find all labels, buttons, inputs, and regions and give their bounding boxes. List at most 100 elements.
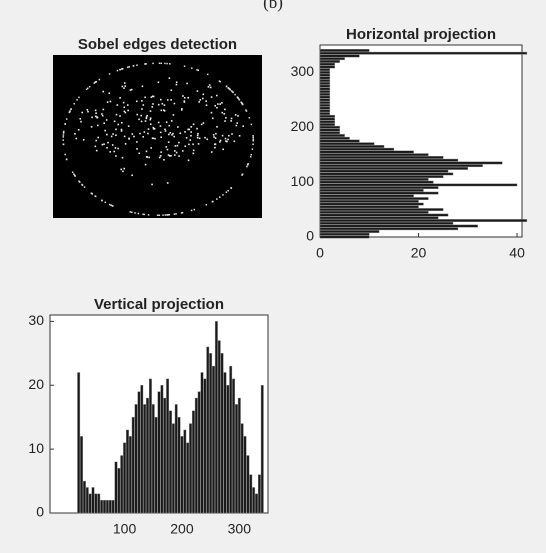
bar [247,456,249,513]
bar [132,417,134,513]
edge-pixel [115,147,117,149]
edge-pixel [216,126,218,128]
edge-pixel [125,143,127,145]
edge-pixel [175,145,177,147]
edge-pixel [138,213,140,215]
edge-pixel [246,166,248,168]
bar [207,347,209,513]
edge-pixel [150,123,152,125]
edge-pixel [197,137,199,139]
edge-pixel [95,196,97,198]
bar [320,181,433,183]
edge-pixel [123,102,125,104]
bar [178,417,180,513]
edge-pixel [150,117,152,119]
chart-title: Sobel edges detection [78,36,237,53]
edge-pixel [160,125,162,127]
edge-pixel [141,121,143,123]
edge-pixel [231,133,233,135]
edge-pixel [169,77,171,79]
edge-pixel [158,104,160,106]
edge-pixel [75,138,77,140]
edge-pixel [97,137,99,139]
bar [320,222,453,224]
edge-pixel [170,155,172,157]
edge-pixel [159,157,161,159]
edge-pixel [152,103,154,105]
edge-pixel [123,106,125,108]
bar [320,49,369,51]
bar [320,208,443,210]
edge-pixel [74,133,76,135]
bar [320,214,448,216]
edge-pixel [78,97,80,99]
edge-pixel [208,86,210,88]
edge-pixel [72,172,74,174]
edge-pixel [146,151,148,153]
edge-pixel [252,137,254,139]
bar [320,69,330,71]
edge-pixel [79,118,81,120]
bar [186,443,188,513]
edge-pixel [226,192,228,194]
edge-pixel [151,106,153,108]
edge-pixel [162,103,164,105]
bar [198,392,200,513]
edge-pixel [193,150,195,152]
figure: (b) Sobel edges detectionHorizontal proj… [0,0,546,553]
edge-pixel [227,139,229,141]
x-tick-label: 100 [113,521,137,537]
edge-pixel [74,175,76,177]
edge-pixel [210,87,212,89]
edge-pixel [184,100,186,102]
edge-pixel [81,112,83,114]
x-tick-label: 200 [170,521,194,537]
edge-pixel [86,109,88,111]
edge-pixel [124,136,126,138]
edge-pixel [152,63,154,64]
edge-pixel [214,105,216,107]
edge-pixel [127,67,129,69]
edge-pixel [138,119,140,121]
edge-pixel [214,147,216,149]
edge-pixel [91,126,93,128]
edge-pixel [117,148,119,150]
bar [320,178,428,180]
bar [184,430,186,513]
bar [320,154,428,156]
edge-pixel [63,131,65,133]
bar [164,398,166,513]
edge-pixel [115,129,117,131]
bar [106,500,108,513]
edge-pixel [91,117,93,119]
edge-pixel [81,184,83,186]
edge-pixel [178,142,180,144]
edge-pixel [146,118,148,120]
edge-pixel [215,133,217,135]
bar [169,411,171,513]
edge-pixel [173,114,175,116]
edge-pixel [78,129,80,131]
edge-pixel [212,201,214,203]
edge-pixel [112,133,114,135]
edge-pixel [152,95,154,97]
bar [320,184,517,186]
edge-pixel [111,205,113,207]
edge-pixel [160,136,162,138]
bar [320,118,335,120]
edge-pixel [237,97,239,99]
bar [320,134,345,136]
edge-pixel [119,97,121,99]
edge-pixel [96,117,98,119]
edge-pixel [176,81,178,83]
bar [123,443,125,513]
y-tick-label: 0 [306,228,314,244]
edge-pixel [169,214,171,216]
bar [320,88,330,90]
edge-pixel [148,128,150,130]
edge-pixel [152,137,154,139]
bar [320,219,527,221]
edge-pixel [187,97,189,99]
edge-pixel [196,128,198,130]
bar [320,151,414,153]
